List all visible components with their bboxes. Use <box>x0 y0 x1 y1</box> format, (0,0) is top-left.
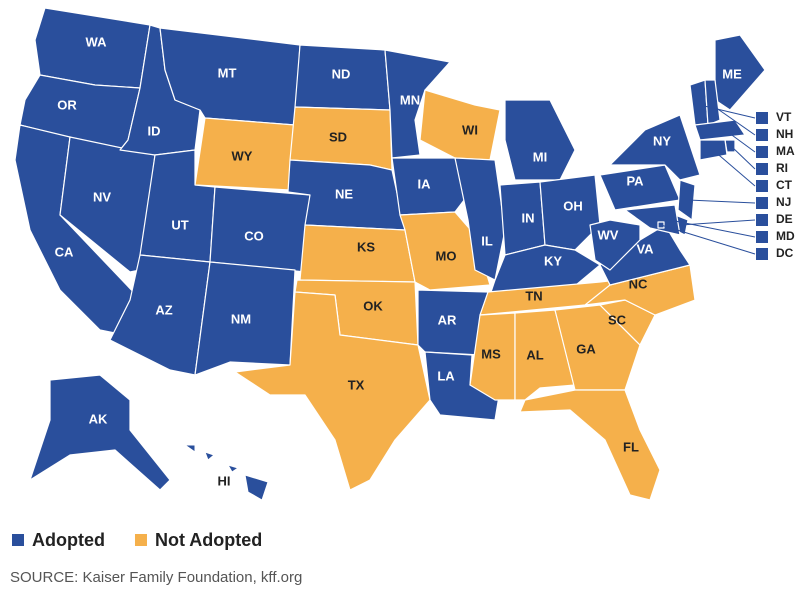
state-label: IN <box>522 210 535 225</box>
state-label: GA <box>576 341 596 356</box>
state-label: OH <box>563 198 583 213</box>
state-label: OK <box>363 298 383 313</box>
state-label: NH <box>776 127 793 141</box>
state <box>384 49 451 159</box>
callout-line <box>711 104 756 136</box>
state-label: DC <box>776 246 794 260</box>
state-label: IL <box>481 233 493 248</box>
callout-swatch <box>756 197 768 209</box>
state <box>391 157 469 216</box>
state-label: MT <box>218 65 237 80</box>
state-label: WA <box>86 34 108 49</box>
state <box>609 114 701 181</box>
state-label: LA <box>437 368 455 383</box>
callout-line <box>724 129 756 153</box>
callout-line <box>687 199 756 204</box>
callout-line <box>730 145 756 170</box>
state-label: NC <box>629 276 648 291</box>
state <box>399 211 491 291</box>
callout-swatch <box>756 214 768 226</box>
state-label: AL <box>526 347 543 362</box>
state-label: NM <box>231 311 251 326</box>
state <box>244 474 269 501</box>
callout-swatch <box>756 129 768 141</box>
legend-label: Not Adopted <box>155 530 262 550</box>
state-label: VT <box>776 110 792 124</box>
state-label: NY <box>653 133 671 148</box>
state-label: MN <box>400 92 420 107</box>
state-label: WI <box>462 122 478 137</box>
legend: Adopted Not Adopted <box>12 530 262 550</box>
state-label: OR <box>57 97 77 112</box>
legend-label: Adopted <box>32 530 105 550</box>
state-label: ME <box>722 66 742 81</box>
state-label: MO <box>436 248 457 263</box>
state-label: AR <box>438 312 457 327</box>
state-label: WY <box>232 148 253 163</box>
state-label: AZ <box>155 302 172 317</box>
state <box>226 464 240 473</box>
state-label: TX <box>348 377 365 392</box>
state-label: PA <box>626 173 644 188</box>
state-label: WV <box>598 227 619 242</box>
state-label: IA <box>418 176 432 191</box>
state <box>419 89 501 161</box>
callout-line <box>699 104 756 119</box>
state <box>183 444 196 453</box>
callout-line <box>669 219 756 238</box>
state-label: AK <box>89 411 108 426</box>
state-label: UT <box>171 217 188 232</box>
state-label: NV <box>93 189 111 204</box>
state <box>539 174 601 251</box>
callouts: VT NH MA RI CT NJ DE MD DC <box>660 104 795 260</box>
state <box>519 389 661 501</box>
callout-line <box>712 149 756 187</box>
source: SOURCE: Kaiser Family Foundation, kff.or… <box>10 569 302 586</box>
state <box>624 204 681 236</box>
state-label: ID <box>148 123 161 138</box>
state-label: KY <box>544 253 562 268</box>
state-label: KS <box>357 239 375 254</box>
state <box>504 99 576 181</box>
states: WA OR CA NV ID MT WY UT AZ CO NM ND SD NE KS OK TX MN IA MO… <box>14 7 766 501</box>
state-label: MS <box>481 346 501 361</box>
state-label: FL <box>623 439 639 454</box>
state-label: MA <box>776 144 795 158</box>
state <box>204 451 216 461</box>
state <box>704 79 721 126</box>
state-label: NE <box>335 186 353 201</box>
callout-swatch <box>756 112 768 124</box>
state-label: SC <box>608 312 627 327</box>
state-label: CO <box>244 228 264 243</box>
state-label: HI <box>218 473 231 488</box>
callout-line <box>660 224 756 255</box>
legend-swatch <box>134 534 147 546</box>
state-label: VA <box>636 241 654 256</box>
state <box>424 351 501 421</box>
state-label: SD <box>329 129 347 144</box>
state-label: MI <box>533 149 547 164</box>
state <box>677 179 696 221</box>
state-label: MD <box>776 229 795 243</box>
callout-swatch <box>756 180 768 192</box>
callout-swatch <box>756 146 768 158</box>
state-label: RI <box>776 161 788 175</box>
state-label: TN <box>525 288 542 303</box>
state <box>554 304 641 391</box>
state-label: CA <box>55 244 74 259</box>
callout-swatch <box>756 231 768 243</box>
state-label: ND <box>332 66 351 81</box>
state-label: NJ <box>776 195 791 209</box>
state <box>29 374 171 491</box>
callout-swatch <box>756 163 768 175</box>
state <box>589 219 641 271</box>
state-label: DE <box>776 212 793 226</box>
callout-swatch <box>756 248 768 260</box>
state <box>194 261 296 376</box>
legend-swatch <box>12 534 24 546</box>
state-label: CT <box>776 178 793 192</box>
state <box>234 291 431 491</box>
